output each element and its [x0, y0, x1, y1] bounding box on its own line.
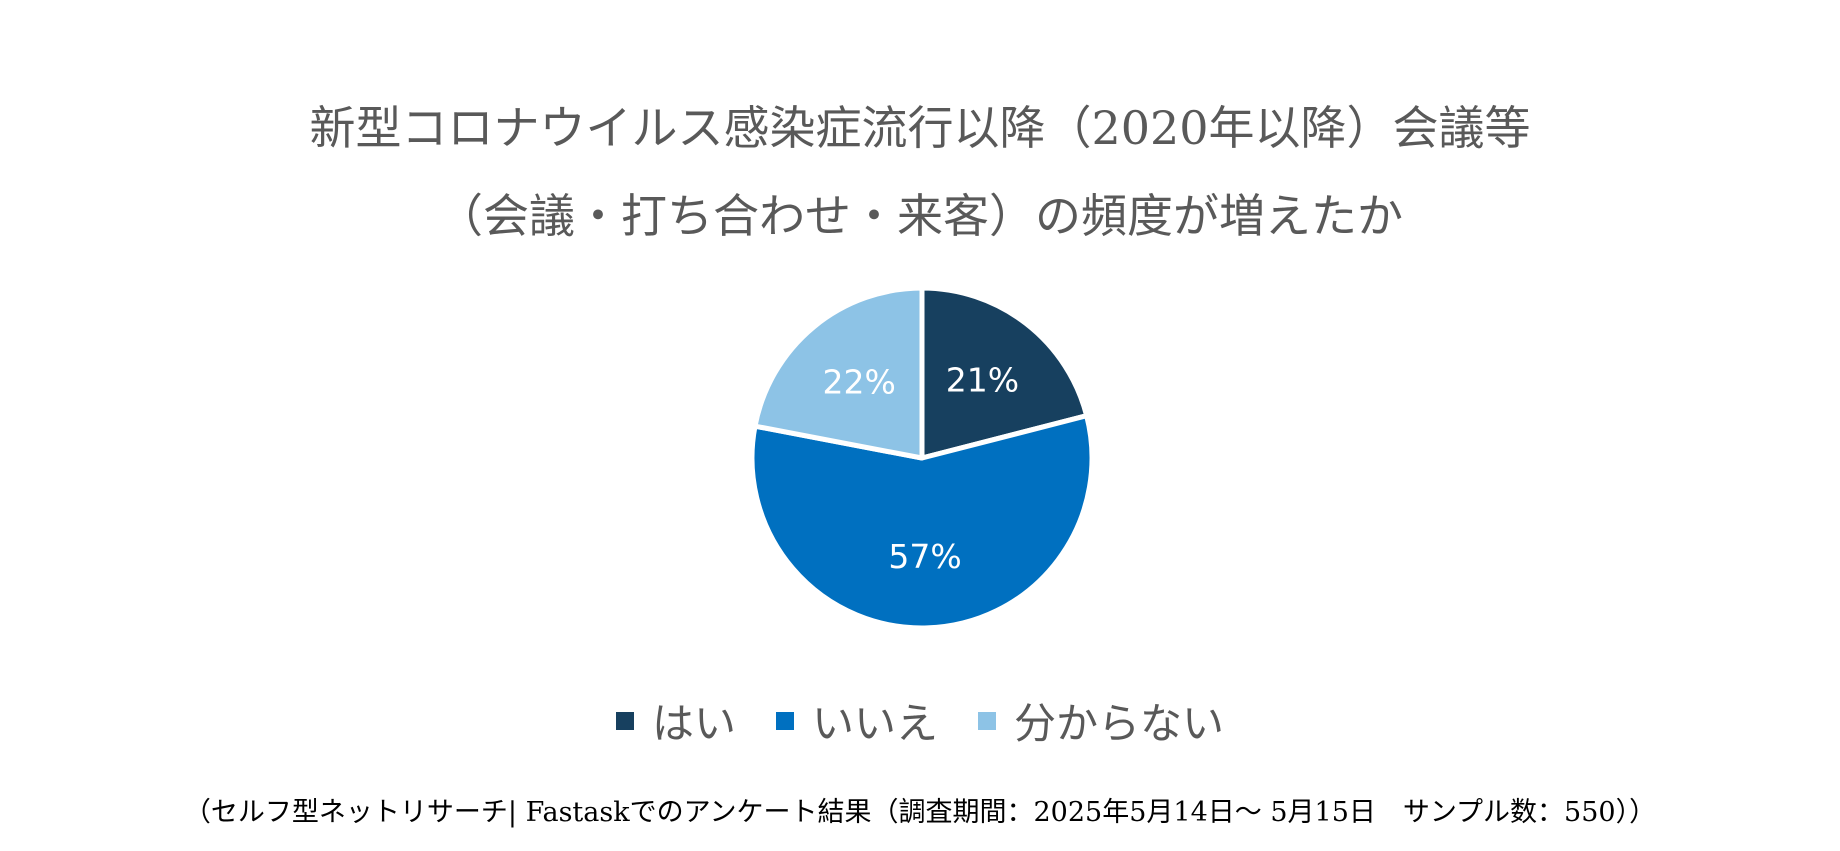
- legend-item-3: 分からない: [978, 690, 1224, 751]
- chart-title-line-1: 新型コロナウイルス感染症流行以降（2020年以降）会議等: [309, 101, 1531, 155]
- pie-slice-1: [919, 285, 1090, 461]
- chart-title-line-2: （会議・打ち合わせ・来客）の頻度が増えたか: [437, 189, 1403, 243]
- legend-label-3: 分からない: [1014, 699, 1225, 748]
- pie-slice-label-2: 57%: [888, 537, 961, 576]
- legend-label-1: はい: [651, 699, 736, 748]
- pie-slice-3: [752, 285, 925, 461]
- legend-swatch-1: [615, 711, 634, 730]
- legend-swatch-3: [978, 711, 996, 730]
- legend-swatch-2: [775, 711, 794, 730]
- pie-slice-label-1: 21%: [946, 361, 1019, 400]
- legend-label-2: いいえ: [811, 699, 938, 748]
- pie-slice-2: [749, 413, 1095, 631]
- legend-item-2: いいえ: [775, 690, 938, 751]
- pie-slice-label-3: 22%: [822, 363, 895, 402]
- chart-legend: はい いいえ 分からない: [0, 690, 1840, 751]
- legend-item-1: はい: [615, 690, 736, 751]
- chart-title: 新型コロナウイルス感染症流行以降（2020年以降）会議等 （会議・打ち合わせ・来…: [0, 84, 1840, 260]
- survey-footnote: （セルフ型ネットリサーチ| Fastaskでのアンケート結果（調査期間：2025…: [183, 797, 1657, 828]
